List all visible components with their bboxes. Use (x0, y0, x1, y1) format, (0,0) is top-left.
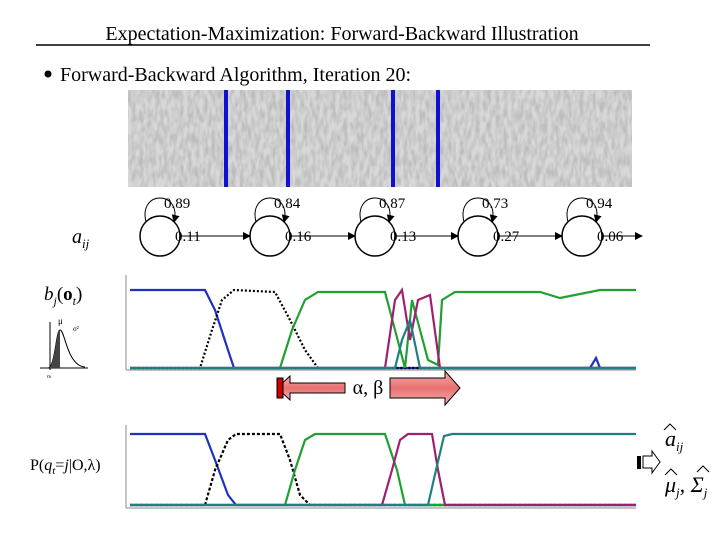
transition-prob: 0.11 (175, 229, 201, 245)
self-loop-prob: 0.84 (274, 196, 301, 212)
gaussian-icon: μ σ² ot (40, 316, 88, 380)
title: Expectation-Maximization: Forward-Backwa… (105, 23, 578, 45)
self-loop (359, 197, 395, 223)
transition-prob: 0.06 (597, 229, 624, 245)
aij-label: aij (72, 226, 90, 251)
segment-boundaries (224, 90, 440, 187)
emission-plot (125, 275, 636, 371)
self-loop (566, 197, 602, 223)
self-loop (144, 197, 180, 223)
self-loop-prob: 0.87 (379, 196, 406, 212)
transition-prob: 0.27 (493, 229, 520, 245)
hat (663, 423, 677, 431)
block-arrows (276, 369, 461, 407)
self-loop-prob: 0.94 (586, 196, 613, 212)
variance-label: σ² (73, 325, 79, 333)
posterior-label: P(qt=j|O,λ) (30, 457, 101, 477)
emission-label: bj(ot) (44, 284, 82, 308)
obs-label: ot (47, 374, 52, 380)
mean-label: μ (58, 316, 63, 326)
aij-update: aij (665, 426, 684, 454)
hat (696, 465, 710, 473)
self-loop-prob: 0.73 (482, 196, 508, 212)
hat (664, 468, 678, 476)
transition-prob: 0.13 (390, 229, 416, 245)
bullet-text: Forward-Backward Algorithm, Iteration 20… (60, 64, 411, 86)
hmm-states: 0.89 0.11 0.84 0.16 0.87 0.13 0.73 0.27 0.94 0.06 (139, 196, 643, 257)
posterior-plot (125, 425, 636, 509)
transition-prob: 0.16 (285, 229, 312, 245)
alpha-beta-label: α, β (353, 377, 384, 399)
update-arrow (637, 449, 661, 475)
self-loop-prob: 0.89 (164, 196, 190, 212)
bullet-dot (44, 70, 52, 78)
emission-update: μj, Σj (664, 472, 708, 500)
self-loop (462, 197, 498, 223)
self-loop (254, 197, 290, 223)
spectrogram-texture (128, 90, 632, 187)
